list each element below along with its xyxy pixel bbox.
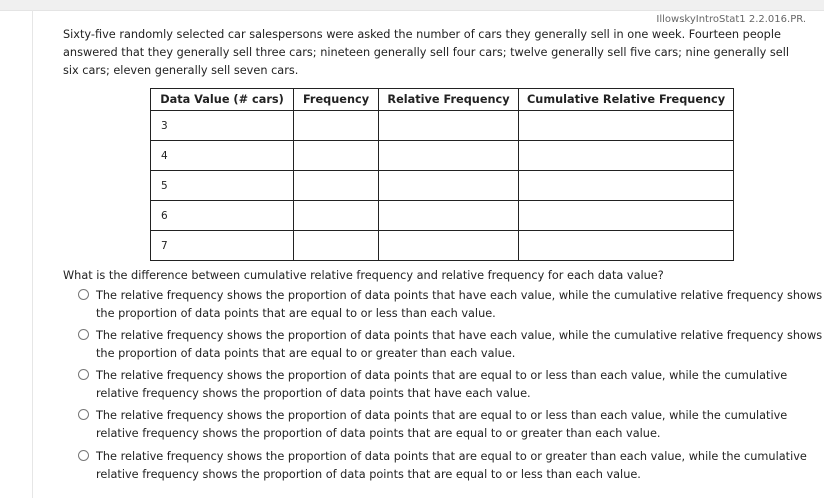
- option-a[interactable]: The relative frequency shows the proport…: [78, 287, 824, 322]
- frequency-cell[interactable]: [293, 200, 379, 231]
- cumulative-cell[interactable]: [517, 140, 735, 171]
- relative-frequency-cell[interactable]: [378, 230, 519, 261]
- question-text: What is the difference between cumulativ…: [63, 269, 664, 282]
- relative-frequency-cell[interactable]: [378, 200, 519, 231]
- option-label: The relative frequency shows the proport…: [96, 329, 823, 360]
- cumulative-cell[interactable]: [517, 200, 735, 231]
- frequency-cell[interactable]: [293, 230, 379, 261]
- data-value-cell: 5: [150, 170, 294, 201]
- header-relative-frequency: Relative Frequency: [378, 88, 519, 111]
- problem-statement: Sixty-five randomly selected car salespe…: [63, 28, 790, 77]
- option-label: The relative frequency shows the proport…: [96, 289, 823, 320]
- table-row: 3: [150, 110, 735, 141]
- option-label: The relative frequency shows the proport…: [96, 369, 788, 400]
- table-row: 4: [150, 140, 735, 171]
- option-c[interactable]: The relative frequency shows the proport…: [78, 367, 824, 402]
- relative-frequency-cell[interactable]: [378, 170, 519, 201]
- data-value-cell: 7: [150, 230, 294, 261]
- data-value-cell: 6: [150, 200, 294, 231]
- cumulative-cell[interactable]: [517, 110, 735, 141]
- relative-frequency-cell[interactable]: [378, 140, 519, 171]
- cumulative-cell[interactable]: [517, 230, 735, 261]
- frequency-cell[interactable]: [293, 170, 379, 201]
- top-bar: [0, 0, 824, 11]
- option-d[interactable]: The relative frequency shows the proport…: [78, 407, 824, 442]
- cumulative-cell[interactable]: [517, 170, 735, 201]
- radio-button-icon[interactable]: [78, 369, 89, 380]
- option-label: The relative frequency shows the proport…: [96, 409, 788, 440]
- radio-button-icon[interactable]: [78, 329, 89, 340]
- left-gutter: [32, 10, 33, 498]
- data-value-cell: 3: [150, 110, 294, 141]
- radio-button-icon[interactable]: [78, 409, 89, 420]
- header-data-value: Data Value (# cars): [150, 88, 294, 111]
- table-row: 5: [150, 170, 735, 201]
- frequency-cell[interactable]: [293, 110, 379, 141]
- frequency-cell[interactable]: [293, 140, 379, 171]
- option-b[interactable]: The relative frequency shows the proport…: [78, 327, 824, 362]
- header-cumulative-relative-frequency: Cumulative Relative Frequency: [517, 88, 735, 111]
- problem-reference: IllowskyIntroStat1 2.2.016.PR.: [656, 14, 806, 25]
- table-row: 7: [150, 230, 735, 261]
- radio-button-icon[interactable]: [78, 450, 89, 461]
- option-label: The relative frequency shows the proport…: [96, 450, 807, 481]
- table-row: 6: [150, 200, 735, 231]
- data-value-cell: 4: [150, 140, 294, 171]
- relative-frequency-cell[interactable]: [378, 110, 519, 141]
- header-frequency: Frequency: [293, 88, 379, 111]
- option-e[interactable]: The relative frequency shows the proport…: [78, 448, 824, 483]
- radio-button-icon[interactable]: [78, 289, 89, 300]
- frequency-table: Data Value (# cars) Frequency Relative F…: [150, 88, 735, 261]
